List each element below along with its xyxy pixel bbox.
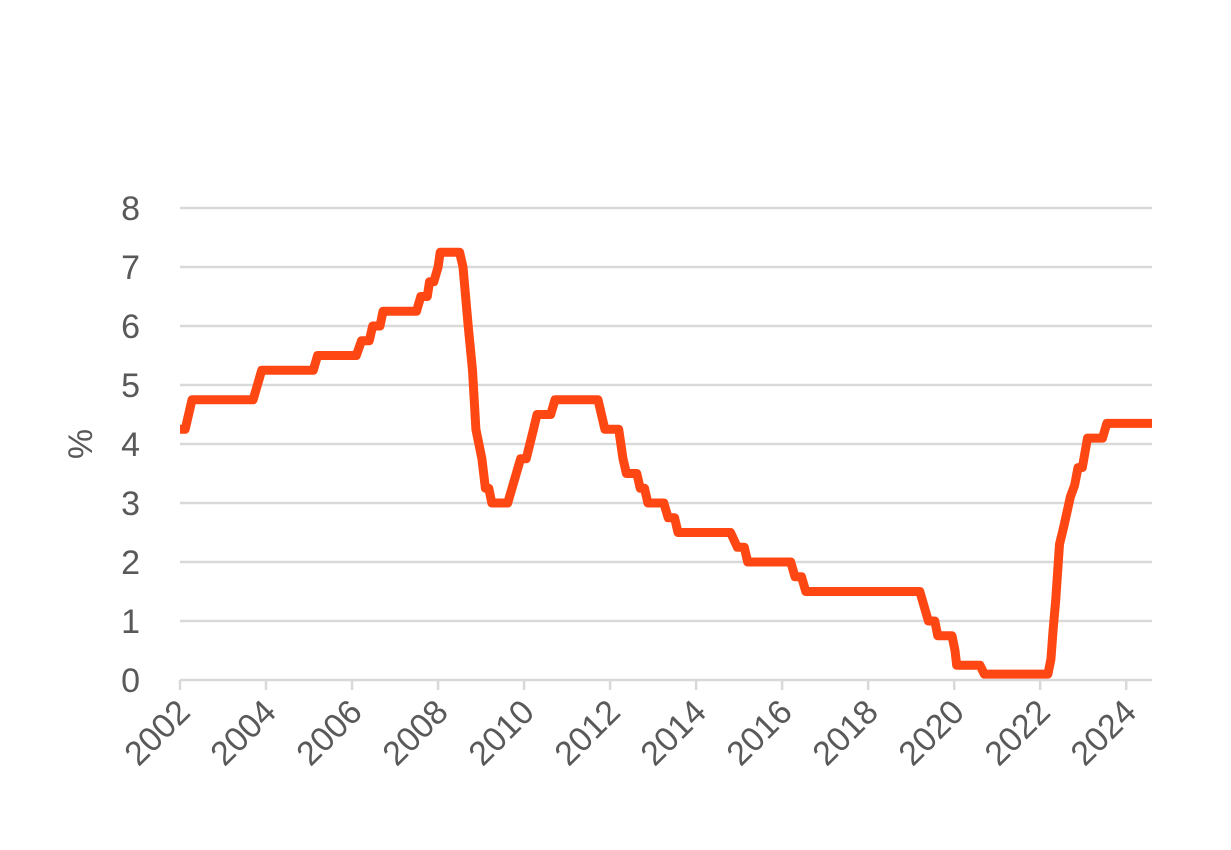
y-tick-label: 3 (121, 485, 140, 523)
series-line-0 (180, 247, 1152, 679)
y-tick-labels: 0 1 2 3 4 5 6 7 8 (121, 190, 140, 700)
x-tick-label: 2012 (547, 693, 627, 773)
y-tick-label: 6 (121, 308, 140, 346)
gridlines (180, 206, 1152, 623)
x-tick-label: 2018 (805, 693, 885, 773)
y-tick-label: 0 (121, 662, 140, 700)
x-axis (178, 678, 1152, 690)
y-tick-label: 1 (121, 603, 140, 641)
x-tick-label: 2014 (633, 693, 713, 773)
x-tick-label: 2020 (891, 693, 971, 773)
x-tick-label: 2010 (461, 693, 541, 773)
x-tick-label: 2002 (117, 693, 197, 773)
y-tick-label: 4 (121, 426, 140, 464)
x-tick-label: 2022 (977, 693, 1057, 773)
x-tick-label: 2006 (289, 693, 369, 773)
x-tick-label: 2016 (719, 693, 799, 773)
x-tick-label: 2004 (203, 693, 283, 773)
series-group (180, 247, 1152, 679)
x-tick-labels: 2002 2004 2006 2008 2010 2012 2014 2016 2018 2020… (117, 693, 1144, 773)
x-tick-label: 2024 (1063, 693, 1143, 773)
y-tick-label: 8 (121, 190, 140, 228)
y-tick-label: 2 (121, 544, 140, 582)
y-tick-label: 5 (121, 367, 140, 405)
y-tick-label: 7 (121, 249, 140, 287)
x-tick-label: 2008 (375, 693, 455, 773)
y-axis-label: % (62, 429, 100, 459)
